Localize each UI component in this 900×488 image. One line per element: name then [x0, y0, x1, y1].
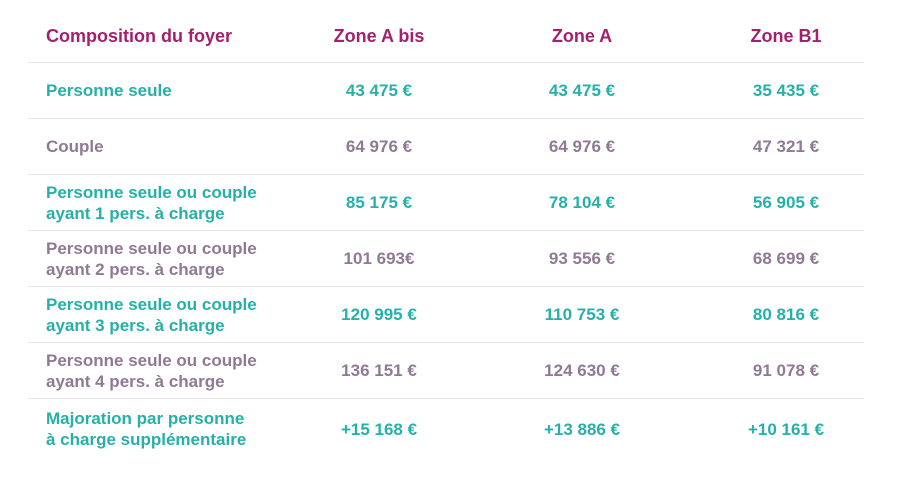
table-header-row: Composition du foyer Zone A bis Zone A Z… [28, 10, 864, 63]
value-zone-a-bis: 120 995 € [341, 305, 417, 324]
value-zone-a-bis: 85 175 € [345, 193, 413, 212]
table-row: Personne seule ou couple ayant 1 pers. à … [28, 175, 864, 231]
table-row: Personne seule ou couple ayant 2 pers. à … [28, 231, 864, 287]
value-zone-b1: +10 161 € [747, 419, 825, 439]
row-label-line: Majoration par personne [46, 409, 245, 428]
table-row: Personne seule 43 475 € 43 475 € 35 435 … [28, 63, 864, 119]
row-label-line: Personne seule ou couple [46, 350, 257, 370]
row-label-line: Personne seule [46, 81, 172, 100]
value-zone-b1: 56 905 € [752, 193, 820, 212]
header-composition: Composition du foyer [46, 25, 232, 46]
row-label-line: ayant 1 pers. à charge [46, 203, 225, 223]
table-row: Couple 64 976 € 64 976 € 47 321 € [28, 119, 864, 175]
table-row: Personne seule ou couple ayant 4 pers. à … [28, 343, 864, 399]
row-label-line: Personne seule ou couple [46, 182, 257, 202]
value-zone-b1: 68 699 € [752, 249, 820, 268]
value-zone-a: 124 630 € [544, 361, 620, 380]
table-row: Personne seule ou couple ayant 3 pers. à … [28, 287, 864, 343]
value-zone-a: 110 753 € [544, 305, 620, 324]
row-label: Majoration par personne à charge suppléme… [28, 408, 310, 450]
row-label: Personne seule [28, 80, 310, 101]
row-label-line: Personne seule ou couple [46, 238, 257, 258]
value-zone-a: 93 556 € [548, 249, 616, 268]
row-label: Personne seule ou couple ayant 4 pers. à … [28, 350, 310, 392]
row-label: Personne seule ou couple ayant 1 pers. à … [28, 182, 310, 224]
row-label-line: Personne seule ou couple [46, 294, 257, 314]
income-ceiling-table: Composition du foyer Zone A bis Zone A Z… [28, 10, 864, 459]
row-label-line: ayant 2 pers. à charge [46, 259, 225, 279]
value-zone-a: 43 475 € [548, 81, 616, 100]
row-label-line: Couple [46, 137, 104, 156]
value-zone-a: 78 104 € [548, 193, 616, 212]
row-label-line: à charge supplémentaire [46, 430, 247, 449]
value-zone-b1: 91 078 € [752, 361, 820, 380]
row-label-line: ayant 3 pers. à charge [46, 315, 225, 335]
value-zone-a-bis: 64 976 € [345, 137, 413, 156]
value-zone-b1: 80 816 € [752, 305, 820, 324]
value-zone-a-bis: 43 475 € [345, 81, 413, 100]
table-row: Majoration par personne à charge suppléme… [28, 399, 864, 459]
row-label: Personne seule ou couple ayant 3 pers. à … [28, 294, 310, 336]
header-zone-a-bis: Zone A bis [333, 25, 425, 46]
value-zone-a: 64 976 € [548, 137, 616, 156]
row-label: Personne seule ou couple ayant 2 pers. à … [28, 238, 310, 280]
header-zone-b1: Zone B1 [750, 25, 822, 46]
value-zone-b1: 35 435 € [752, 81, 820, 100]
value-zone-a-bis: +15 168 € [340, 419, 418, 439]
row-label: Couple [28, 136, 310, 157]
row-label-line: ayant 4 pers. à charge [46, 371, 225, 391]
header-zone-a: Zone A [551, 25, 613, 46]
value-zone-b1: 47 321 € [752, 137, 820, 156]
value-zone-a: +13 886 € [543, 419, 621, 439]
value-zone-a-bis: 101 693€ [343, 249, 415, 268]
value-zone-a-bis: 136 151 € [341, 361, 417, 380]
